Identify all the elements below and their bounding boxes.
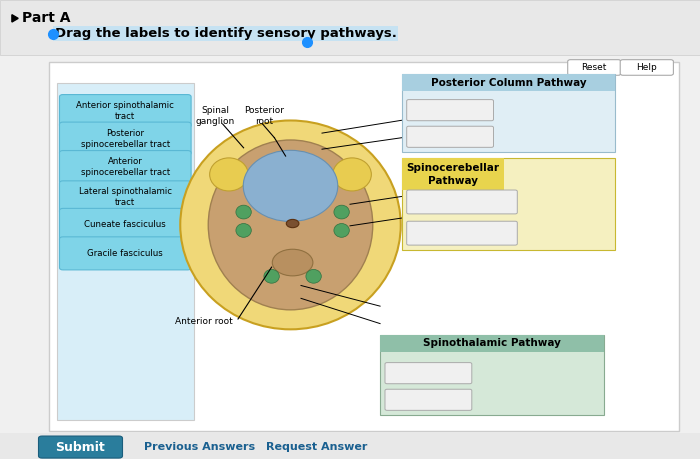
Text: Part A: Part A <box>22 11 71 25</box>
Text: Spinothalamic Pathway: Spinothalamic Pathway <box>424 338 561 348</box>
Ellipse shape <box>181 121 400 330</box>
Text: Lateral spinothalamic
tract: Lateral spinothalamic tract <box>79 187 172 207</box>
Text: Submit: Submit <box>55 441 106 453</box>
Text: Posterior
spinocerebellar tract: Posterior spinocerebellar tract <box>80 129 170 149</box>
Text: Drag the labels to identify sensory pathways.: Drag the labels to identify sensory path… <box>55 27 396 40</box>
Ellipse shape <box>333 158 372 191</box>
FancyBboxPatch shape <box>407 100 494 121</box>
FancyBboxPatch shape <box>620 60 673 75</box>
Text: Posterior
root: Posterior root <box>244 106 285 126</box>
FancyBboxPatch shape <box>407 221 517 245</box>
FancyBboxPatch shape <box>60 237 191 270</box>
FancyBboxPatch shape <box>380 335 604 415</box>
Ellipse shape <box>209 140 372 310</box>
FancyBboxPatch shape <box>402 158 504 190</box>
FancyBboxPatch shape <box>380 335 604 352</box>
Ellipse shape <box>236 224 251 237</box>
Text: Anterior
spinocerebellar tract: Anterior spinocerebellar tract <box>80 157 170 177</box>
Text: Reset: Reset <box>582 63 607 72</box>
Ellipse shape <box>264 269 279 283</box>
Text: Gracile fasciculus: Gracile fasciculus <box>88 249 163 258</box>
Text: Cuneate fasciculus: Cuneate fasciculus <box>85 220 166 230</box>
Text: Previous Answers: Previous Answers <box>144 442 255 452</box>
FancyBboxPatch shape <box>60 151 191 184</box>
Text: Anterior spinothalamic
tract: Anterior spinothalamic tract <box>76 101 174 121</box>
FancyBboxPatch shape <box>407 126 494 147</box>
FancyBboxPatch shape <box>568 60 621 75</box>
FancyBboxPatch shape <box>60 208 191 241</box>
FancyBboxPatch shape <box>60 181 191 214</box>
FancyBboxPatch shape <box>407 190 517 214</box>
Text: Spinocerebellar
Pathway: Spinocerebellar Pathway <box>407 163 500 185</box>
Circle shape <box>286 219 299 228</box>
FancyBboxPatch shape <box>402 74 615 152</box>
FancyBboxPatch shape <box>0 0 700 55</box>
Ellipse shape <box>272 249 313 276</box>
FancyBboxPatch shape <box>57 83 194 420</box>
Ellipse shape <box>334 205 349 219</box>
FancyBboxPatch shape <box>402 158 615 250</box>
FancyBboxPatch shape <box>385 363 472 384</box>
Text: Anterior root: Anterior root <box>175 317 232 326</box>
FancyBboxPatch shape <box>49 62 679 431</box>
Text: Help: Help <box>636 63 657 72</box>
FancyBboxPatch shape <box>402 74 615 91</box>
FancyBboxPatch shape <box>385 389 472 410</box>
Ellipse shape <box>334 224 349 237</box>
Ellipse shape <box>244 151 337 222</box>
Ellipse shape <box>210 158 248 191</box>
Ellipse shape <box>306 269 321 283</box>
FancyBboxPatch shape <box>0 433 700 459</box>
FancyBboxPatch shape <box>38 436 122 458</box>
FancyBboxPatch shape <box>60 95 191 128</box>
FancyBboxPatch shape <box>60 122 191 155</box>
Text: Posterior Column Pathway: Posterior Column Pathway <box>430 78 587 88</box>
Text: Request Answer: Request Answer <box>266 442 368 452</box>
Text: Spinal
ganglion: Spinal ganglion <box>196 106 235 126</box>
Polygon shape <box>12 15 18 22</box>
Ellipse shape <box>236 205 251 219</box>
